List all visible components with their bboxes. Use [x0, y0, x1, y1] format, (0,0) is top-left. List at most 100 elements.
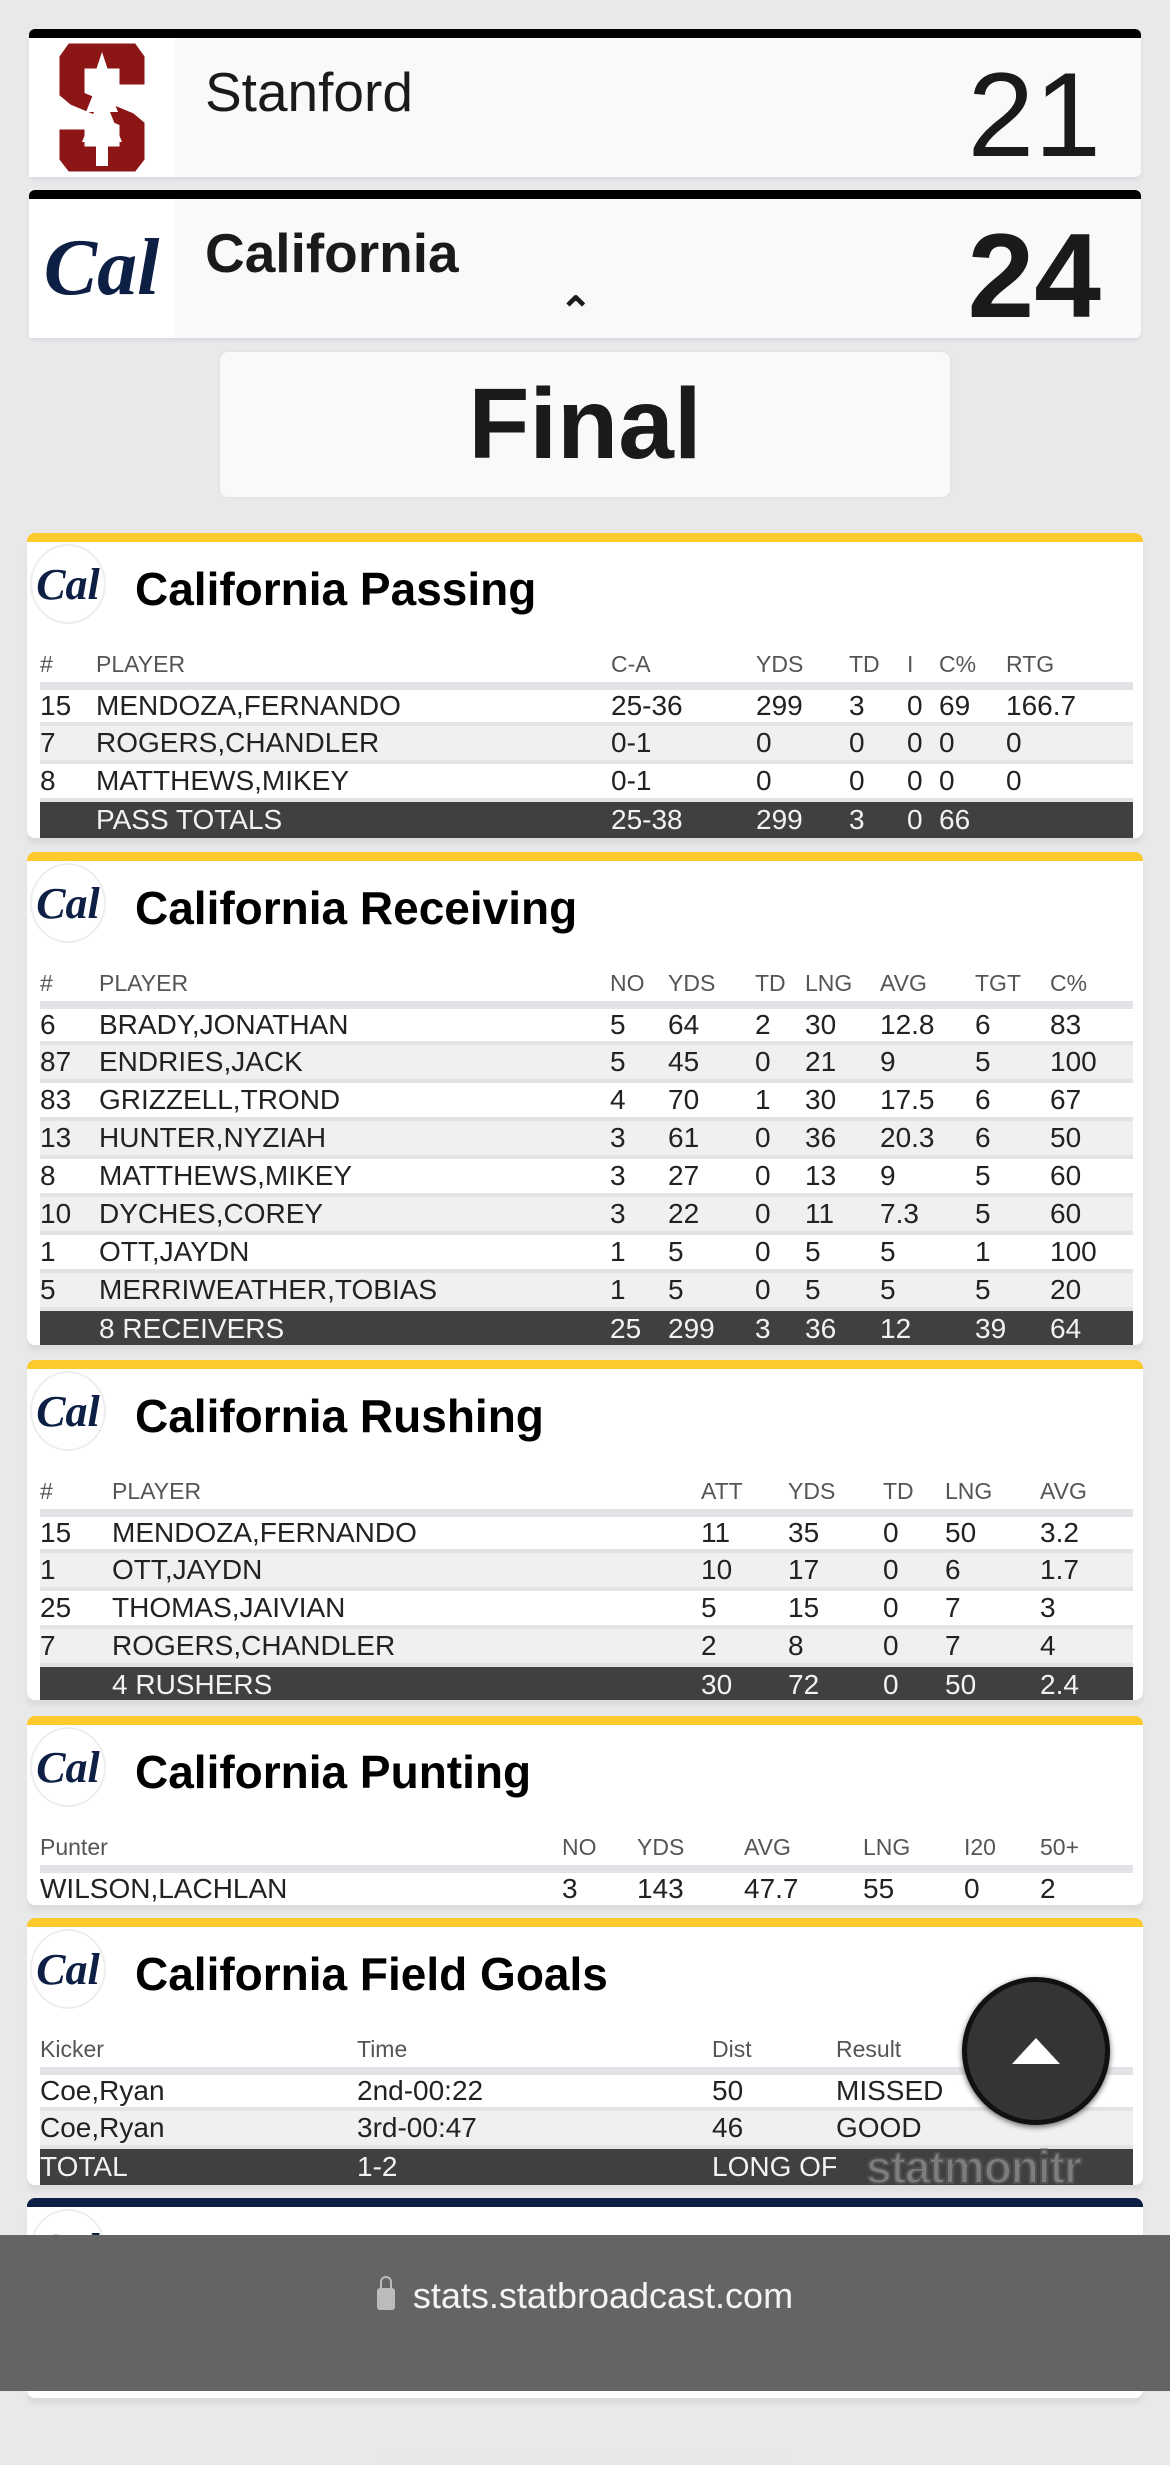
table-cell: 87 — [40, 1043, 99, 1083]
team-name: California — [205, 222, 459, 284]
column-header[interactable]: AVG — [1040, 1473, 1133, 1517]
table-cell: Coe,Ryan — [40, 2071, 357, 2111]
table-cell: 7 — [945, 1589, 1040, 1629]
column-header[interactable]: # — [40, 1473, 112, 1517]
total-cell: 39 — [975, 1309, 1050, 1345]
table-cell: 9 — [880, 1043, 975, 1083]
game-status: Final — [220, 352, 950, 497]
table-header: # PLAYER C-A YDS TD I C% RTG — [40, 646, 1133, 690]
column-header[interactable]: PLAYER — [96, 646, 611, 690]
table-cell: 0 — [1006, 724, 1133, 764]
column-header[interactable]: Punter — [40, 1829, 562, 1873]
column-header[interactable]: ATT — [701, 1473, 788, 1517]
column-header[interactable]: TD — [755, 965, 805, 1009]
table-cell: 50 — [1050, 1119, 1133, 1159]
stats-section: Cal California Rushing # PLAYER ATT YDS TD LNG A… — [27, 1360, 1143, 1700]
table-cell: 11 — [805, 1195, 880, 1235]
away-team-row[interactable]: Cal California ⌃ 24 — [29, 190, 1141, 343]
cal-logo: Cal — [30, 1727, 106, 1807]
total-cell: 72 — [788, 1665, 883, 1700]
table-header: Kicker Time Dist Result — [40, 2031, 1133, 2075]
total-cell — [1006, 800, 1133, 838]
table-cell: 5 — [610, 1043, 668, 1083]
table-cell: 0 — [755, 1157, 805, 1197]
table-row: 13 HUNTER,NYZIAH 3 61 0 36 20.3 6 50 — [40, 1119, 1133, 1159]
table-cell: 10 — [701, 1551, 788, 1591]
table-cell: 15 — [788, 1589, 883, 1629]
table-cell: 60 — [1050, 1195, 1133, 1235]
browser-address-bar[interactable]: stats.statbroadcast.com — [0, 2235, 1170, 2465]
column-header[interactable]: LNG — [805, 965, 880, 1009]
scroll-to-top-button[interactable] — [962, 1977, 1110, 2125]
table-row: 7 ROGERS,CHANDLER 2 8 0 7 4 — [40, 1627, 1133, 1667]
table-cell: 30 — [805, 1081, 880, 1121]
stats-section: Cal California Field Goals Kicker Time Dist R… — [27, 1918, 1143, 2185]
table-cell: 5 — [880, 1271, 975, 1311]
table-row: 7 ROGERS,CHANDLER 0-1 0 0 0 0 0 — [40, 724, 1133, 764]
table-cell: ROGERS,CHANDLER — [112, 1627, 701, 1667]
table-cell: 3 — [1040, 1589, 1133, 1629]
column-header[interactable]: YDS — [788, 1473, 883, 1517]
chevron-up-icon[interactable]: ⌃ — [559, 290, 593, 334]
total-row: 4 RUSHERS 30 72 0 50 2.4 — [40, 1665, 1133, 1700]
column-header[interactable]: TD — [849, 646, 907, 690]
column-header[interactable]: RTG — [1006, 646, 1133, 690]
column-header[interactable]: C% — [1050, 965, 1133, 1009]
table-cell: 4 — [1040, 1627, 1133, 1667]
column-header[interactable]: NO — [562, 1829, 637, 1873]
column-header[interactable]: TD — [883, 1473, 945, 1517]
url-text[interactable]: stats.statbroadcast.com — [412, 2275, 794, 2316]
column-header[interactable]: YDS — [637, 1829, 744, 1873]
column-header[interactable]: AVG — [744, 1829, 863, 1873]
table-cell: 1 — [40, 1551, 112, 1591]
column-header[interactable]: Kicker — [40, 2031, 357, 2075]
table-cell: 2nd-00:22 — [357, 2071, 712, 2111]
table-cell: MENDOZA,FERNANDO — [112, 1513, 701, 1553]
column-header[interactable]: C% — [939, 646, 1006, 690]
column-header[interactable]: 50+ — [1040, 1829, 1133, 1873]
table-row: 15 MENDOZA,FERNANDO 25-36 299 3 0 69 166.7 — [40, 686, 1133, 726]
stanford-logo — [29, 38, 174, 177]
home-indicator[interactable] — [378, 2450, 792, 2465]
total-cell: 4 RUSHERS — [112, 1665, 701, 1700]
column-header[interactable]: # — [40, 965, 99, 1009]
table-cell: 6 — [975, 1119, 1050, 1159]
section-title: California Rushing — [135, 1390, 544, 1442]
column-header[interactable]: AVG — [880, 965, 975, 1009]
table-header: # PLAYER ATT YDS TD LNG AVG — [40, 1473, 1133, 1517]
table-cell: 0 — [756, 762, 849, 802]
total-cell: 8 RECEIVERS — [99, 1309, 610, 1345]
column-header[interactable]: LNG — [863, 1829, 964, 1873]
cal-logo: Cal — [30, 1929, 106, 2009]
column-header[interactable]: TGT — [975, 965, 1050, 1009]
column-header[interactable]: C-A — [611, 646, 756, 690]
column-header[interactable]: I — [907, 646, 939, 690]
table-cell: 64 — [668, 1005, 755, 1045]
column-header[interactable]: YDS — [756, 646, 849, 690]
table-cell: 69 — [939, 686, 1006, 726]
total-cell: 66 — [939, 800, 1006, 838]
table-cell: 45 — [668, 1043, 755, 1083]
table-cell: 10 — [40, 1195, 99, 1235]
table-cell: 50 — [945, 1513, 1040, 1553]
total-cell — [836, 2147, 1133, 2185]
column-header[interactable]: YDS — [668, 965, 755, 1009]
column-header[interactable]: PLAYER — [99, 965, 610, 1009]
table-cell: 7 — [945, 1627, 1040, 1667]
statmonitr-watermark: statmonitr — [865, 2140, 1083, 2194]
table-cell: 25-36 — [611, 686, 756, 726]
total-cell: 1-2 — [357, 2147, 712, 2185]
table-cell: ROGERS,CHANDLER — [96, 724, 611, 764]
table-cell: 7 — [40, 1627, 112, 1667]
column-header[interactable]: PLAYER — [112, 1473, 701, 1517]
total-cell: 25 — [610, 1309, 668, 1345]
column-header[interactable]: LNG — [945, 1473, 1040, 1517]
table-cell: MATTHEWS,MIKEY — [96, 762, 611, 802]
total-cell: 0 — [883, 1665, 945, 1700]
column-header[interactable]: Time — [357, 2031, 712, 2075]
table-cell: 0 — [756, 724, 849, 764]
column-header[interactable]: I20 — [964, 1829, 1040, 1873]
column-header[interactable]: # — [40, 646, 96, 690]
column-header[interactable]: NO — [610, 965, 668, 1009]
column-header[interactable]: Dist — [712, 2031, 836, 2075]
